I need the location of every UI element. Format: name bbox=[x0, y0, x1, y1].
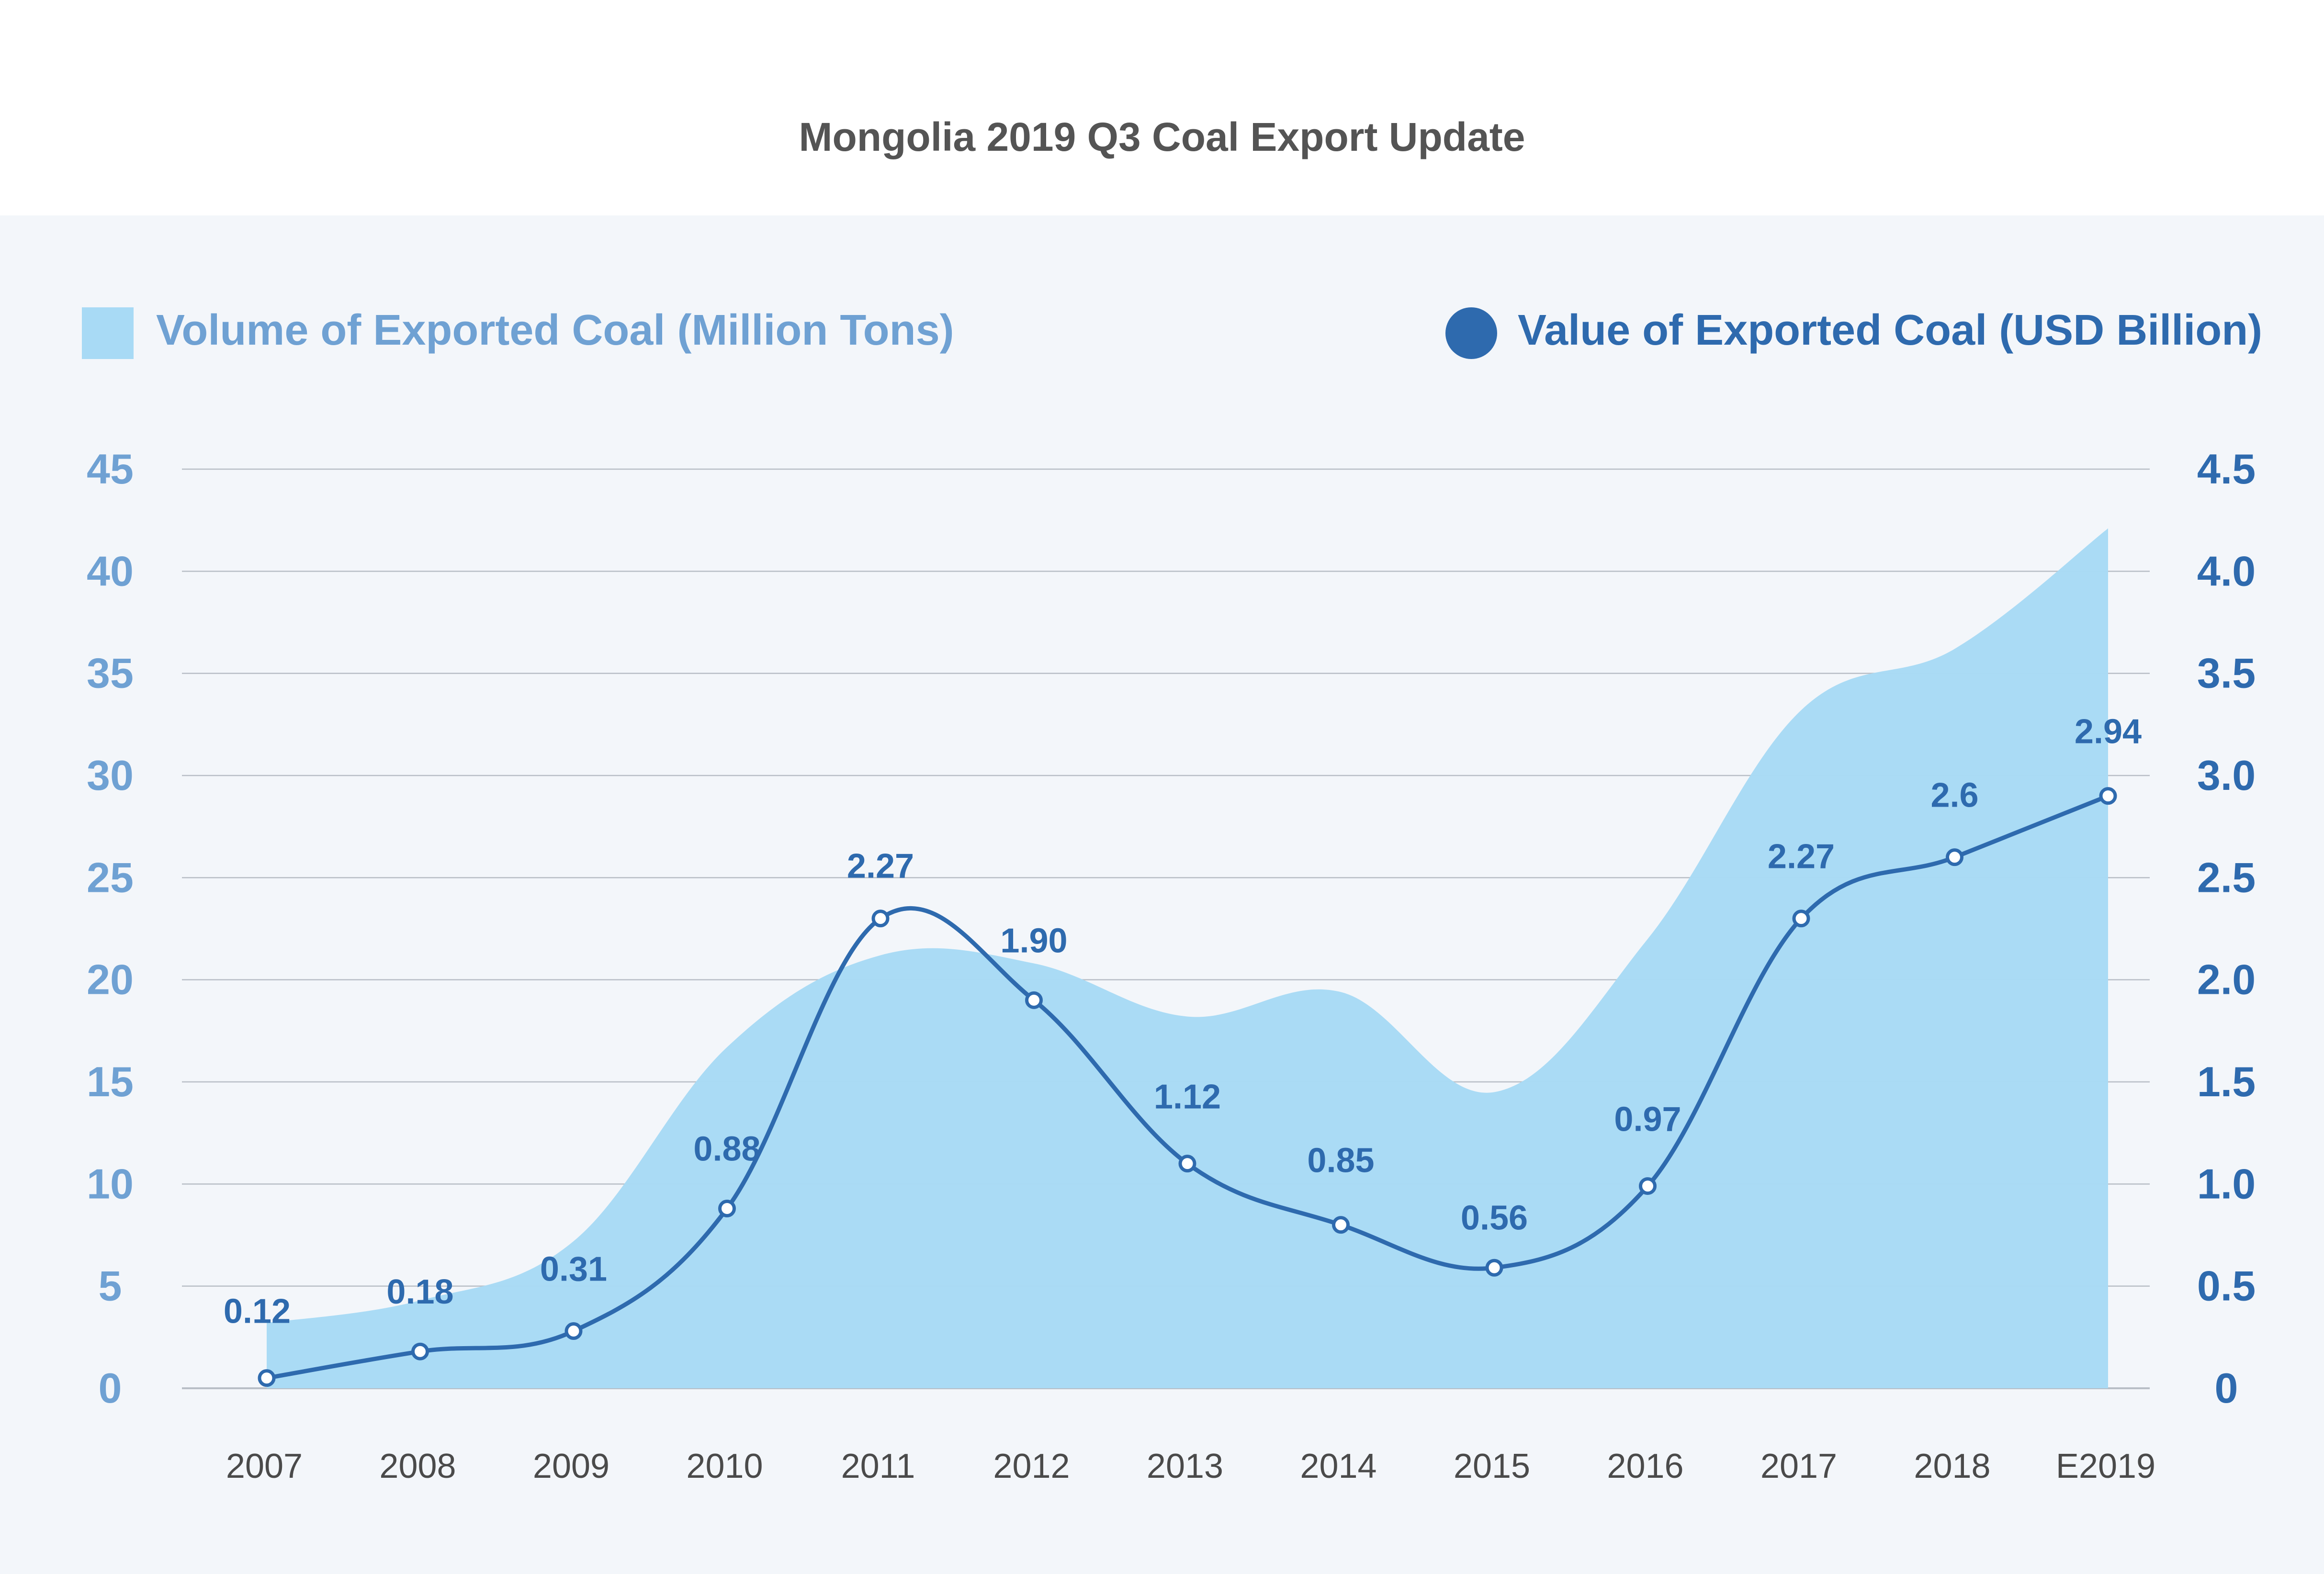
left-tick-label: 30 bbox=[87, 752, 134, 799]
x-tick-label: 2009 bbox=[533, 1447, 609, 1485]
value-point bbox=[1332, 1216, 1350, 1234]
value-point bbox=[1792, 910, 1810, 928]
value-data-label: 2.27 bbox=[1768, 838, 1835, 876]
left-tick-label: 0 bbox=[99, 1364, 122, 1412]
value-data-label: 2.6 bbox=[1930, 776, 1978, 815]
value-data-label: 0.88 bbox=[693, 1130, 760, 1169]
x-tick-label: 2012 bbox=[993, 1447, 1070, 1485]
right-tick-label: 0.5 bbox=[2197, 1262, 2256, 1310]
legend-label-volume: Volume of Exported Coal (Million Tons) bbox=[156, 306, 954, 354]
right-tick-label: 2.5 bbox=[2197, 854, 2256, 901]
value-data-label: 2.94 bbox=[2075, 713, 2142, 751]
left-tick-label: 5 bbox=[99, 1262, 122, 1310]
value-data-label: 0.56 bbox=[1461, 1199, 1528, 1237]
left-tick-label: 35 bbox=[87, 650, 134, 697]
value-point bbox=[1025, 991, 1043, 1009]
value-line-group bbox=[264, 794, 2110, 1381]
x-tick-label: 2014 bbox=[1300, 1447, 1376, 1485]
value-point bbox=[2099, 787, 2117, 805]
value-point bbox=[1485, 1259, 1503, 1277]
value-point bbox=[411, 1342, 429, 1360]
volume-area bbox=[267, 528, 2108, 1388]
volume-area-group bbox=[267, 528, 2108, 1388]
value-point bbox=[1946, 848, 1963, 866]
right-tick-label: 3.5 bbox=[2197, 650, 2256, 697]
legend: Volume of Exported Coal (Million Tons) V… bbox=[82, 306, 2262, 359]
x-tick-label: 2015 bbox=[1454, 1447, 1530, 1485]
value-data-label: 2.27 bbox=[847, 847, 914, 886]
value-data-label: 0.31 bbox=[540, 1250, 607, 1289]
value-data-label: 0.85 bbox=[1307, 1142, 1374, 1180]
value-data-label: 0.12 bbox=[224, 1293, 291, 1331]
chart-title: Mongolia 2019 Q3 Coal Export Update bbox=[799, 114, 1525, 159]
x-tick-label: 2017 bbox=[1760, 1447, 1837, 1485]
left-tick-label: 25 bbox=[87, 854, 134, 901]
x-tick-label: 2016 bbox=[1607, 1447, 1683, 1485]
value-data-label: 1.12 bbox=[1154, 1078, 1221, 1116]
x-tick-label: 2018 bbox=[1914, 1447, 1990, 1485]
value-point bbox=[718, 1200, 736, 1218]
x-axis-ticks: 2007 2008 2009 2010 2011 2012 2013 2014 2015 2016… bbox=[226, 1447, 2155, 1485]
value-point bbox=[1178, 1155, 1196, 1173]
right-tick-label: 1.0 bbox=[2197, 1160, 2256, 1207]
legend-swatch-volume bbox=[82, 307, 134, 359]
left-tick-label: 45 bbox=[87, 445, 134, 493]
right-tick-label: 2.0 bbox=[2197, 956, 2256, 1003]
value-data-label: 0.18 bbox=[386, 1273, 453, 1311]
right-tick-label: 4.5 bbox=[2197, 445, 2256, 493]
x-tick-label: 2010 bbox=[686, 1447, 763, 1485]
right-tick-label: 0 bbox=[2215, 1364, 2238, 1412]
value-line bbox=[264, 794, 2110, 1381]
legend-label-value: Value of Exported Coal (USD Billion) bbox=[1518, 306, 2262, 354]
value-point bbox=[258, 1369, 276, 1387]
x-tick-label: 2011 bbox=[841, 1447, 915, 1485]
right-axis-ticks: 0 0.5 1.0 1.5 2.0 2.5 3.0 3.5 4.0 4.5 bbox=[2197, 445, 2256, 1412]
x-tick-label: 2008 bbox=[379, 1447, 456, 1485]
right-tick-label: 1.5 bbox=[2197, 1058, 2256, 1105]
value-data-label: 0.97 bbox=[1614, 1101, 1681, 1139]
value-point bbox=[564, 1322, 583, 1340]
legend-swatch-value bbox=[1445, 307, 1497, 359]
left-tick-label: 15 bbox=[87, 1058, 134, 1105]
right-tick-label: 3.0 bbox=[2197, 752, 2256, 799]
x-tick-label: 2013 bbox=[1147, 1447, 1223, 1485]
left-tick-label: 40 bbox=[87, 547, 134, 595]
value-points bbox=[258, 787, 2117, 1387]
left-tick-label: 10 bbox=[87, 1160, 134, 1207]
left-axis-ticks: 0 5 10 15 20 25 30 35 40 45 bbox=[87, 445, 134, 1412]
value-labels: 0.12 0.18 0.31 0.88 2.27 1.90 1.12 0.85 0.56 0.97… bbox=[224, 713, 2142, 1331]
value-data-label: 1.90 bbox=[1000, 922, 1067, 960]
left-tick-label: 20 bbox=[87, 956, 134, 1003]
right-tick-label: 4.0 bbox=[2197, 547, 2256, 595]
x-tick-label: E2019 bbox=[2056, 1447, 2155, 1485]
value-point bbox=[871, 910, 890, 928]
x-tick-label: 2007 bbox=[226, 1447, 303, 1485]
value-point bbox=[1639, 1177, 1657, 1195]
